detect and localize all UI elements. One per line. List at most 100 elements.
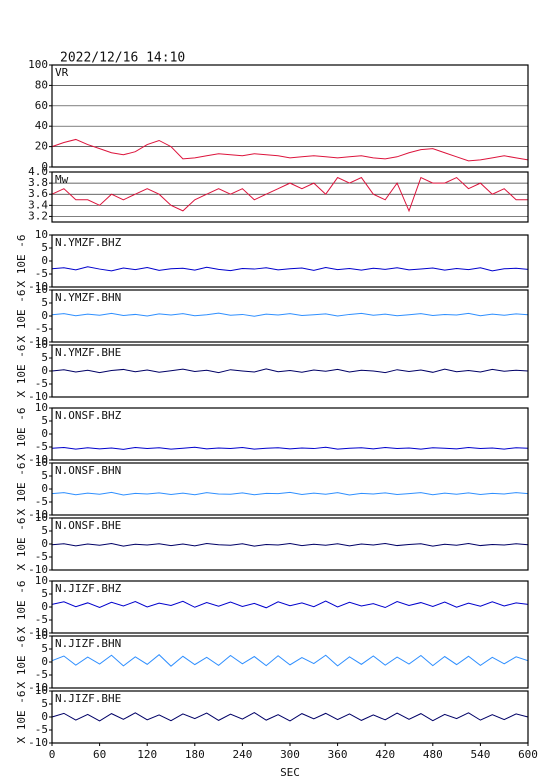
trace xyxy=(51,542,529,547)
y-tick-label: 10 xyxy=(35,338,48,351)
trace xyxy=(51,138,529,162)
y-tick-label: -5 xyxy=(35,267,48,280)
y-tick-label: -5 xyxy=(35,322,48,335)
y-axis-label: X 10E -6 xyxy=(15,290,28,343)
panel-frame xyxy=(51,580,529,634)
y-axis-label: X 10E -6 xyxy=(15,463,28,516)
panel-label: N.JIZF.BHE xyxy=(55,692,121,705)
y-tick-label: 3.8 xyxy=(28,176,48,189)
trace xyxy=(51,654,529,667)
y-axis-label: X 10E -6 xyxy=(15,345,28,398)
x-tick-label: 600 xyxy=(518,748,538,761)
y-tick-label: 40 xyxy=(35,119,48,132)
trace xyxy=(51,176,528,213)
y-tick-label: -10 xyxy=(28,335,48,348)
y-axis-label: X 10E -6 xyxy=(15,518,28,571)
x-tick-label: 0 xyxy=(49,748,56,761)
y-tick-label: -5 xyxy=(35,377,48,390)
y-tick-label: 80 xyxy=(35,78,48,91)
y-tick-label: 100 xyxy=(28,58,48,71)
y-axis-label: X 10E -6 xyxy=(15,636,28,689)
y-axis-label: X 10E -6 xyxy=(15,581,28,634)
x-tick-label: 480 xyxy=(423,748,443,761)
x-tick-label: 180 xyxy=(185,748,205,761)
trace xyxy=(51,711,529,722)
panel-label: Mw xyxy=(55,173,69,186)
y-tick-label: 0 xyxy=(41,655,48,668)
y-tick-label: 0 xyxy=(41,364,48,377)
panel-frame xyxy=(51,517,529,571)
trace xyxy=(51,491,529,496)
y-tick-label: -5 xyxy=(35,495,48,508)
trace xyxy=(51,312,529,317)
trace xyxy=(51,446,529,450)
y-tick-label: 10 xyxy=(35,629,48,642)
y-tick-label: 5 xyxy=(41,469,48,482)
y-tick-label: 0 xyxy=(41,710,48,723)
y-tick-label: 5 xyxy=(41,296,48,309)
y-tick-label: 5 xyxy=(41,697,48,710)
trace xyxy=(51,266,529,272)
panel-frame xyxy=(51,344,529,398)
y-axis-label: X 10E -6 xyxy=(15,235,28,288)
y-tick-label: 10 xyxy=(35,228,48,241)
y-tick-label: 5 xyxy=(41,642,48,655)
y-tick-label: 5 xyxy=(41,587,48,600)
y-tick-label: 0 xyxy=(41,254,48,267)
x-tick-label: 540 xyxy=(470,748,490,761)
y-tick-label: 3.6 xyxy=(28,187,48,200)
panel-label: N.ONSF.BHZ xyxy=(55,409,122,422)
y-tick-label: 0 xyxy=(41,160,48,173)
y-tick-label: 3.4 xyxy=(28,198,48,211)
y-tick-label: 5 xyxy=(41,351,48,364)
panel-label: N.YMZF.BHN xyxy=(55,291,121,304)
x-tick-label: 120 xyxy=(137,748,157,761)
y-tick-label: -5 xyxy=(35,613,48,626)
panel-frame xyxy=(51,407,529,461)
y-tick-label: -10 xyxy=(28,508,48,521)
y-tick-label: -10 xyxy=(28,626,48,639)
y-tick-label: -5 xyxy=(35,668,48,681)
panel-label: N.ONSF.BHN xyxy=(55,464,121,477)
panel-frame xyxy=(51,64,529,168)
x-tick-label: 420 xyxy=(375,748,395,761)
y-tick-label: 0 xyxy=(41,309,48,322)
y-tick-label: 4.0 xyxy=(28,165,48,178)
panel-label: N.ONSF.BHE xyxy=(55,519,121,532)
panel-label: N.JIZF.BHN xyxy=(55,637,121,650)
y-tick-label: 10 xyxy=(35,511,48,524)
y-tick-label: -10 xyxy=(28,453,48,466)
y-tick-label: 0 xyxy=(41,427,48,440)
x-tick-label: 60 xyxy=(93,748,106,761)
y-tick-label: -10 xyxy=(28,390,48,403)
y-tick-label: -5 xyxy=(35,440,48,453)
panel-label: N.YMZF.BHZ xyxy=(55,236,122,249)
panel-frame xyxy=(51,462,529,516)
chart-title: 2022/12/16 14:10 xyxy=(60,51,185,66)
panel-label: VR xyxy=(55,66,69,79)
y-tick-label: 5 xyxy=(41,241,48,254)
y-tick-label: 10 xyxy=(35,401,48,414)
y-tick-label: 0 xyxy=(41,482,48,495)
y-axis-label: X 10E -6 xyxy=(15,408,28,461)
panel-frame xyxy=(51,635,529,689)
trace xyxy=(51,368,529,374)
y-tick-label: 5 xyxy=(41,414,48,427)
y-tick-label: -5 xyxy=(35,723,48,736)
y-tick-label: 3.2 xyxy=(28,209,48,222)
y-tick-label: 10 xyxy=(35,574,48,587)
y-tick-label: -10 xyxy=(28,681,48,694)
x-axis-label: SEC xyxy=(280,766,300,779)
panel-frame xyxy=(51,289,529,343)
y-tick-label: 10 xyxy=(35,283,48,296)
y-axis-label: X 10E -6 xyxy=(15,691,28,744)
panel-label: N.JIZF.BHZ xyxy=(55,582,122,595)
panel-frame xyxy=(51,690,529,744)
panel-frame xyxy=(51,234,529,288)
y-tick-label: 0 xyxy=(41,600,48,613)
y-tick-label: 5 xyxy=(41,524,48,537)
y-tick-label: -10 xyxy=(28,280,48,293)
panel-label: N.YMZF.BHE xyxy=(55,346,121,359)
y-tick-label: 60 xyxy=(35,99,48,112)
